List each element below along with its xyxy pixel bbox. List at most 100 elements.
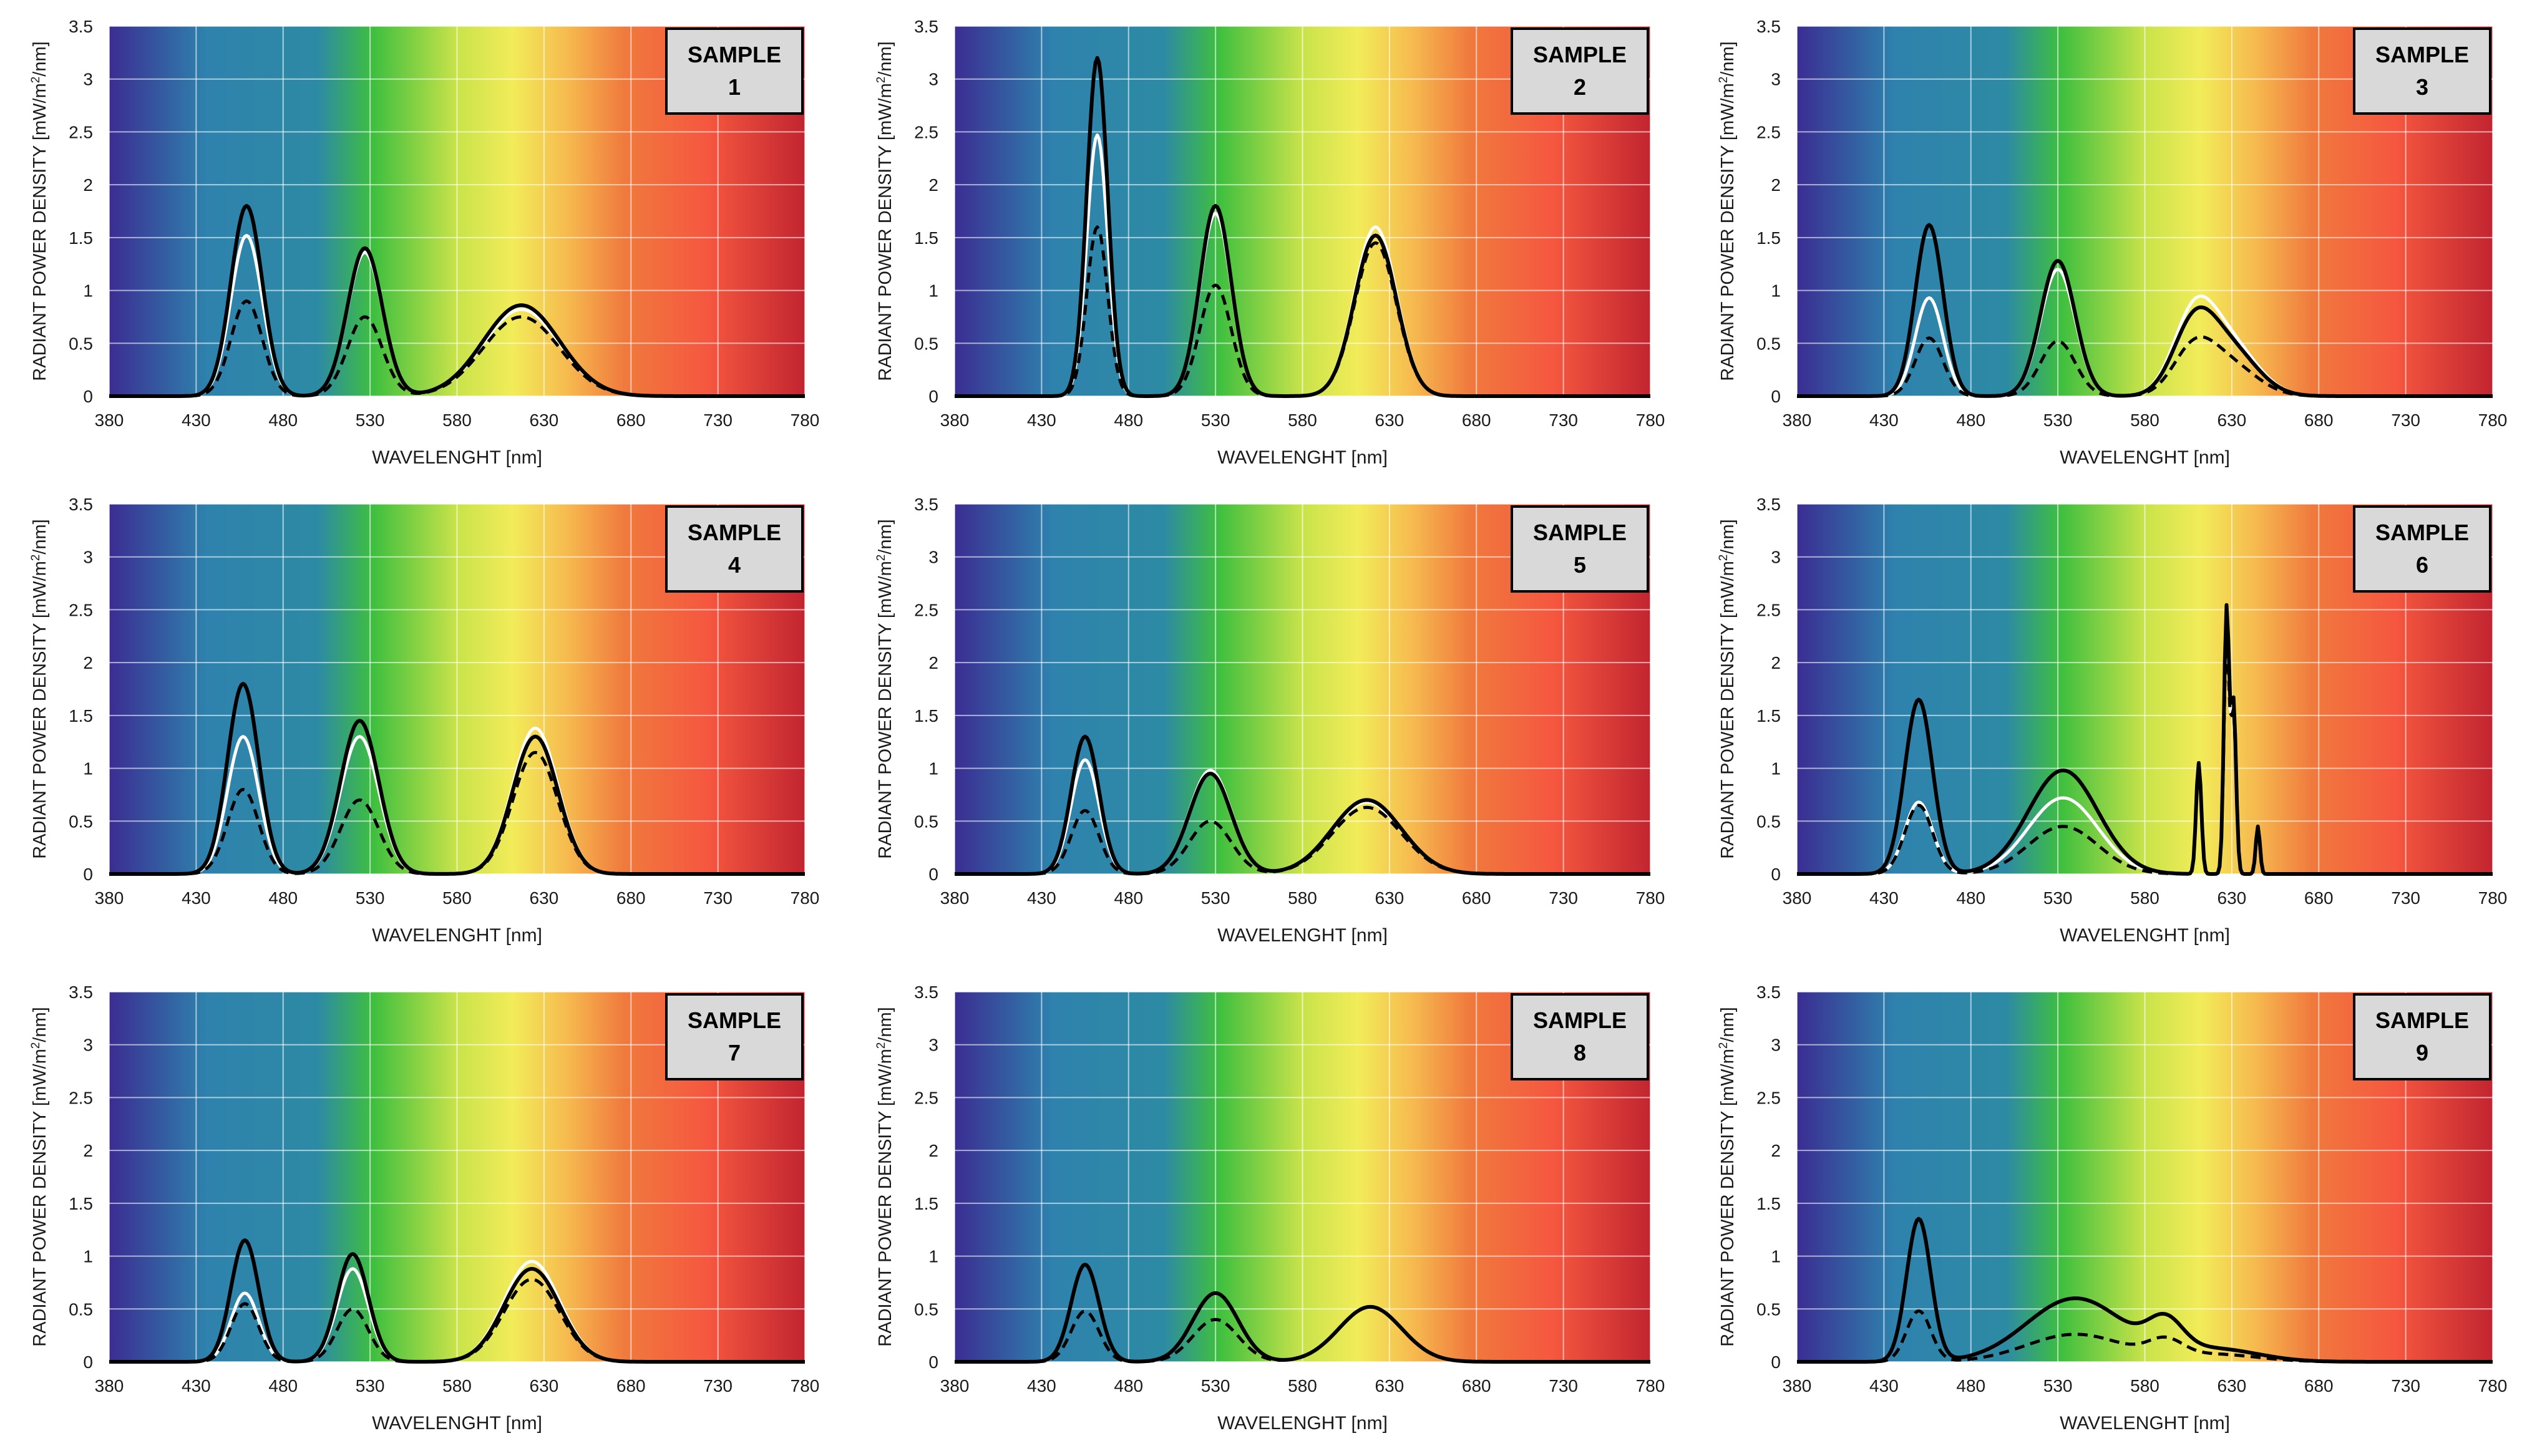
chart-sample-6: 380 430 480 530 580 630 680 730 780 0 0.5 1 1.5 2 2.5 3… [1717, 495, 2508, 946]
x-tick-label: 580 [442, 1376, 472, 1395]
y-axis-title: RADIANT POWER DENSITY [mW/m2/nm] [29, 1007, 51, 1346]
y-tick-label: 1.5 [1756, 706, 1781, 726]
y-axis-title: RADIANT POWER DENSITY [mW/m2/nm] [29, 519, 51, 858]
x-tick-label: 680 [2304, 1376, 2334, 1395]
y-tick-label: 3 [928, 548, 938, 567]
y-tick-label: 0 [1771, 387, 1781, 406]
x-tick-label: 730 [703, 410, 733, 430]
y-tick-label: 3.5 [69, 495, 93, 514]
x-tick-label: 730 [2391, 1376, 2420, 1395]
y-tick-label: 2 [83, 653, 93, 672]
x-tick-label: 480 [1956, 410, 1985, 430]
sample-label-box [1511, 505, 1649, 593]
x-tick-label: 530 [2043, 888, 2073, 908]
x-tick-label: 680 [2304, 410, 2334, 430]
sample-label-box [2353, 505, 2491, 593]
y-tick-label: 3 [1771, 70, 1781, 89]
y-tick-label: 1 [928, 759, 938, 779]
y-tick-label: 0.5 [914, 334, 938, 353]
sample-label-box [2353, 993, 2491, 1080]
x-tick-label: 630 [530, 888, 559, 908]
y-tick-label: 1 [1771, 1247, 1781, 1266]
y-axis-title: RADIANT POWER DENSITY [mW/m2/nm] [1717, 41, 1738, 381]
x-tick-label: 480 [1114, 1376, 1143, 1395]
y-tick-label: 0 [83, 865, 93, 884]
y-tick-label: 3.5 [914, 495, 938, 514]
sample-label-word: SAMPLE [2375, 1007, 2469, 1033]
x-tick-label: 380 [940, 410, 970, 430]
y-tick-label: 2 [1771, 175, 1781, 195]
x-tick-label: 630 [1375, 888, 1405, 908]
x-tick-label: 680 [1462, 410, 1491, 430]
y-tick-label: 0.5 [914, 812, 938, 831]
x-tick-label: 730 [703, 1376, 733, 1395]
x-tick-label: 780 [2478, 1376, 2508, 1395]
x-tick-label: 780 [2478, 888, 2508, 908]
x-tick-label: 480 [1114, 410, 1143, 430]
chart-sample-2: 380 430 480 530 580 630 680 730 780 0 0.5 1 1.5 2 2.5 3… [875, 17, 1665, 468]
x-tick-label: 630 [1375, 1376, 1405, 1395]
y-tick-label: 2 [928, 653, 938, 672]
x-tick-label: 380 [940, 1376, 970, 1395]
y-tick-label: 0 [928, 387, 938, 406]
x-tick-label: 480 [1956, 1376, 1985, 1395]
sample-label-word: SAMPLE [688, 520, 781, 545]
sample-label-number: 6 [2416, 552, 2428, 578]
sample-label-word: SAMPLE [688, 42, 781, 67]
y-tick-label: 0.5 [69, 334, 93, 353]
sample-label-number: 5 [1574, 552, 1586, 578]
x-tick-label: 780 [791, 1376, 820, 1395]
x-tick-label: 730 [1549, 1376, 1578, 1395]
sample-label-box [665, 505, 804, 593]
y-tick-label: 3.5 [1756, 17, 1781, 36]
y-tick-label: 2 [1771, 653, 1781, 672]
y-tick-label: 3 [1771, 1036, 1781, 1055]
x-tick-label: 480 [1114, 888, 1143, 908]
x-tick-label: 380 [95, 888, 124, 908]
sample-label-box [1511, 27, 1649, 115]
series-solid-black [1796, 223, 2493, 398]
y-tick-label: 2 [928, 1141, 938, 1160]
x-tick-label: 680 [616, 888, 646, 908]
x-tick-label: 530 [356, 1376, 385, 1395]
y-tick-label: 0.5 [1756, 1299, 1781, 1319]
x-tick-label: 680 [616, 410, 646, 430]
chart-sample-7: 380 430 480 530 580 630 680 730 780 0 0.5 1 1.5 2 2.5 3… [29, 983, 820, 1434]
y-tick-label: 1.5 [69, 1194, 93, 1213]
x-tick-label: 430 [1869, 410, 1899, 430]
series-solid-black [109, 1238, 806, 1364]
x-tick-label: 630 [530, 410, 559, 430]
y-axis-title: RADIANT POWER DENSITY [mW/m2/nm] [875, 41, 896, 381]
y-tick-label: 3 [83, 70, 93, 89]
x-axis-title: WAVELENGHT [nm] [1217, 925, 1388, 946]
series-solid-black [109, 204, 806, 398]
sample-label-number: 9 [2416, 1040, 2428, 1065]
x-tick-label: 630 [1375, 410, 1405, 430]
y-tick-label: 1 [1771, 281, 1781, 301]
y-tick-label: 1.5 [914, 228, 938, 248]
y-tick-label: 1 [1771, 759, 1781, 779]
sample-label-word: SAMPLE [2375, 520, 2469, 545]
sample-label-number: 8 [1574, 1040, 1586, 1065]
y-tick-label: 3.5 [1756, 495, 1781, 514]
sample-label-number: 7 [728, 1040, 741, 1065]
sample-label-number: 4 [728, 552, 741, 578]
series-dashed-black [1797, 335, 2493, 398]
chart-sample-3: 380 430 480 530 580 630 680 730 780 0 0.5 1 1.5 2 2.5 3… [1717, 17, 2508, 468]
y-axis-title: RADIANT POWER DENSITY [mW/m2/nm] [875, 1007, 896, 1346]
y-tick-label: 2 [83, 175, 93, 195]
x-tick-label: 480 [268, 410, 298, 430]
sample-label-number: 1 [728, 74, 741, 100]
x-tick-label: 380 [1783, 888, 1812, 908]
y-tick-label: 3.5 [914, 17, 938, 36]
x-axis-title: WAVELENGHT [nm] [1217, 447, 1388, 468]
x-tick-label: 430 [1027, 410, 1056, 430]
sample-label-word: SAMPLE [1533, 1007, 1627, 1033]
y-tick-label: 1.5 [914, 706, 938, 726]
x-axis-title: WAVELENGHT [nm] [372, 447, 542, 468]
y-tick-label: 1 [83, 759, 93, 779]
x-tick-label: 580 [442, 410, 472, 430]
y-tick-label: 2.5 [1756, 1088, 1781, 1107]
chart-sample-8: 380 430 480 530 580 630 680 730 780 0 0.5 1 1.5 2 2.5 3… [875, 983, 1665, 1434]
